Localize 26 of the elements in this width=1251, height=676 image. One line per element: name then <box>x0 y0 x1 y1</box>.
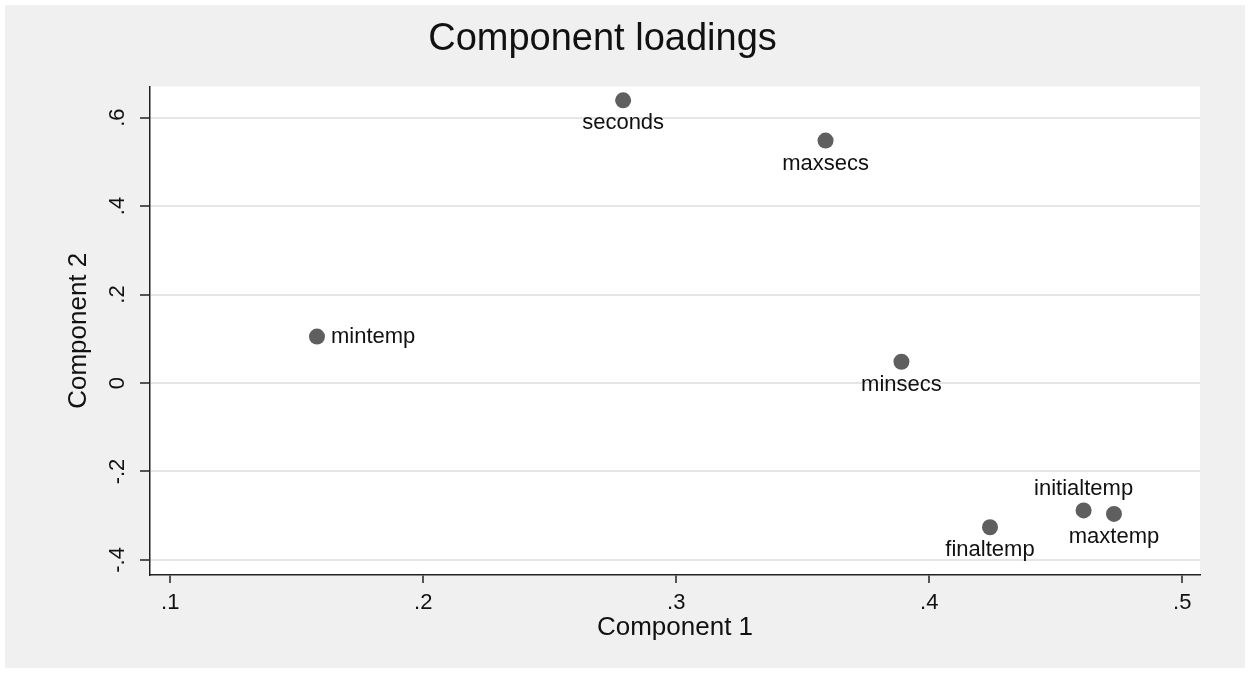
data-label: minsecs <box>861 370 942 396</box>
point <box>982 519 998 536</box>
point <box>1105 505 1122 522</box>
point <box>893 353 910 370</box>
data-label: mintemp <box>330 322 416 348</box>
data-label: maxtemp <box>1068 523 1160 549</box>
y-tick-label: .4 <box>104 196 130 216</box>
point <box>1075 502 1092 519</box>
point <box>308 328 325 345</box>
y-tick-label: .6 <box>104 108 130 127</box>
chart-title: Component loadings <box>428 16 777 59</box>
data-label: finaltemp <box>945 536 1035 562</box>
y-tick-label: .2 <box>104 285 130 304</box>
x-tick-label: .4 <box>920 589 939 615</box>
data-label: maxsecs <box>782 149 869 175</box>
data-label: seconds <box>582 109 665 135</box>
point <box>615 92 632 109</box>
point <box>817 132 834 149</box>
data-label: initialtemp <box>1034 475 1134 501</box>
x-tick-label: .1 <box>161 589 180 615</box>
y-tick-label: 0 <box>104 376 130 390</box>
x-tick-label: .2 <box>414 589 433 615</box>
y-tick-label: -.4 <box>104 547 130 573</box>
y-axis-title: Component 2 <box>61 252 92 409</box>
x-tick-label: .5 <box>1173 589 1192 615</box>
y-tick-label: -.2 <box>104 458 130 485</box>
